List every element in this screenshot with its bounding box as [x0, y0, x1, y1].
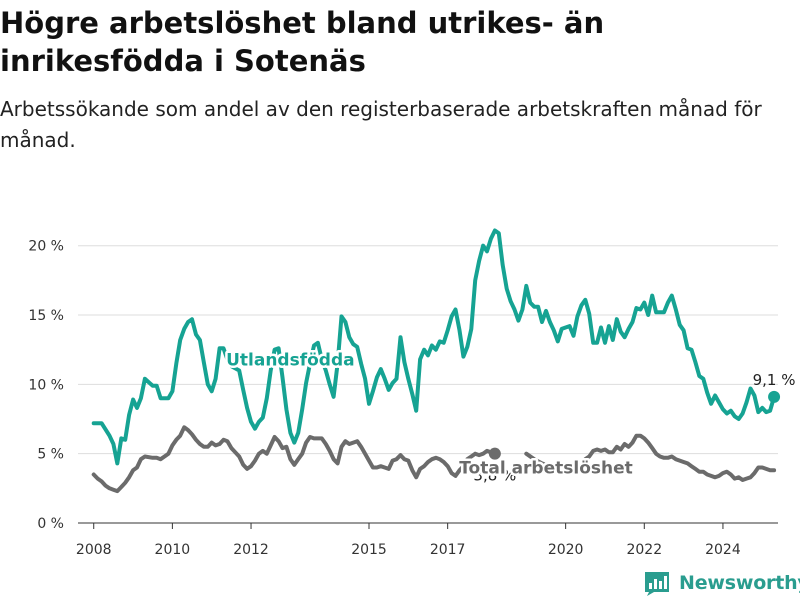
- chart-subtitle: Arbetssökande som andel av den registerb…: [0, 97, 762, 152]
- series-lines: [91, 228, 781, 494]
- series-end-point: [768, 390, 781, 403]
- series-end-value-label: 9,1 %: [753, 371, 796, 389]
- x-tick-label: 2017: [430, 542, 466, 558]
- series-name-label: Total arbetslöshet: [459, 459, 633, 479]
- x-tick-label: 2020: [548, 542, 584, 558]
- series-end-value-label: 3,8 %: [473, 467, 516, 485]
- series-line-utlandsfödda: [91, 228, 777, 466]
- series-line-total-arbetslöshet: [524, 433, 777, 482]
- brand-name: Newsworthy: [679, 572, 800, 594]
- y-tick-label: 5 %: [37, 447, 64, 463]
- x-tick-label: 2022: [626, 542, 662, 558]
- x-tick-label: 2008: [76, 542, 112, 558]
- grid-lines: [78, 245, 778, 524]
- chart-title: Högre arbetslöshet bland utrikes- än inr…: [0, 6, 605, 78]
- series-name-label: Utlandsfödda: [226, 350, 355, 370]
- axes: 0 % 5 % 10 % 15 % 20 % 2008 2010 2012 2015 2017 20…: [28, 239, 740, 558]
- x-tick-label: 2015: [351, 542, 387, 558]
- series-line-total-arbetslöshet: [91, 425, 497, 494]
- series-end-point: [488, 447, 501, 460]
- chart-labels: 9,1 % 3,8 % Utlandsfödda Total arbetslöshet: [224, 348, 796, 485]
- y-tick-label: 10 %: [28, 377, 64, 393]
- x-tick-label: 2012: [233, 542, 269, 558]
- newsworthy-logo-icon: [645, 572, 669, 596]
- x-tick-label: 2024: [705, 542, 741, 558]
- y-tick-label: 15 %: [28, 308, 64, 324]
- newsworthy-brand: Newsworthy: [643, 568, 800, 598]
- y-tick-label: 0 %: [37, 516, 64, 532]
- y-tick-label: 20 %: [28, 239, 64, 255]
- x-tick-label: 2010: [155, 542, 191, 558]
